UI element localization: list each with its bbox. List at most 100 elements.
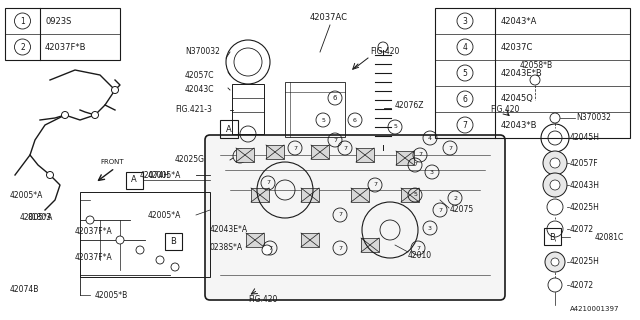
Text: 42037AC: 42037AC (310, 13, 348, 22)
Text: FIG.420: FIG.420 (248, 295, 277, 305)
Text: 42057C: 42057C (185, 70, 214, 79)
Circle shape (86, 216, 94, 224)
Text: 7: 7 (448, 146, 452, 150)
Text: 2: 2 (20, 43, 25, 52)
Bar (435, 8, 630, 138)
Text: FIG.420: FIG.420 (490, 106, 520, 115)
Text: 42037F*A: 42037F*A (75, 253, 113, 262)
Circle shape (47, 172, 54, 179)
Text: N370032: N370032 (185, 47, 220, 57)
Text: 42037F*A: 42037F*A (75, 228, 113, 236)
Text: 5: 5 (321, 117, 325, 123)
Text: 42010: 42010 (408, 251, 432, 260)
Text: 7: 7 (268, 245, 272, 251)
Text: 6: 6 (353, 117, 357, 123)
Bar (232, 84, 264, 134)
Bar (80, 192, 210, 277)
Circle shape (550, 113, 560, 123)
Circle shape (548, 278, 562, 292)
Text: 42074H: 42074H (140, 171, 170, 180)
Text: 7: 7 (266, 180, 270, 186)
Text: 7: 7 (416, 245, 420, 251)
Circle shape (543, 151, 567, 175)
Text: 42005*A: 42005*A (148, 211, 181, 220)
Text: 42043H: 42043H (570, 180, 600, 189)
Circle shape (543, 173, 567, 197)
Circle shape (61, 111, 68, 118)
Circle shape (547, 199, 563, 215)
Bar (266, 145, 284, 159)
Bar (544, 228, 561, 245)
Bar (361, 238, 379, 252)
Text: 7: 7 (418, 153, 422, 157)
Text: A4210001397: A4210001397 (570, 306, 620, 312)
Text: 3: 3 (428, 226, 432, 230)
Text: 7: 7 (333, 138, 337, 142)
Text: 42043E*B: 42043E*B (501, 68, 543, 77)
Text: 6: 6 (333, 95, 337, 101)
Text: 42081C: 42081C (595, 233, 624, 242)
Text: 4: 4 (428, 135, 432, 140)
Text: 7: 7 (413, 163, 417, 167)
Text: 7: 7 (293, 146, 297, 150)
Text: FRONT: FRONT (100, 159, 124, 165)
Circle shape (136, 246, 144, 254)
Text: 42045H: 42045H (570, 133, 600, 142)
Text: 42025H: 42025H (570, 258, 600, 267)
Text: 2: 2 (453, 196, 457, 201)
Text: 5: 5 (413, 193, 417, 197)
Text: 42076Z: 42076Z (395, 100, 424, 109)
Bar (285, 82, 345, 137)
Text: 7: 7 (338, 245, 342, 251)
FancyBboxPatch shape (205, 135, 505, 300)
Text: 42045Q: 42045Q (501, 94, 534, 103)
Bar (220, 120, 238, 138)
Circle shape (171, 263, 179, 271)
Bar (396, 151, 414, 165)
Text: 6: 6 (463, 94, 467, 103)
Text: B: B (549, 233, 555, 242)
Bar (246, 233, 264, 247)
Bar (356, 148, 374, 162)
Text: 7: 7 (438, 207, 442, 212)
Circle shape (92, 111, 99, 118)
Text: 42025H: 42025H (570, 203, 600, 212)
Bar (5, 8, 120, 60)
Circle shape (550, 180, 560, 190)
Circle shape (545, 252, 565, 272)
Text: B: B (170, 236, 176, 245)
Text: 7: 7 (463, 121, 467, 130)
Text: 42075: 42075 (450, 205, 474, 214)
Text: 4: 4 (463, 43, 467, 52)
Text: 42005*B: 42005*B (95, 291, 128, 300)
Text: 42074B: 42074B (10, 285, 40, 294)
Circle shape (111, 86, 118, 93)
Bar (165, 233, 182, 250)
Bar (401, 188, 419, 202)
Text: 7: 7 (343, 146, 347, 150)
Bar (351, 188, 369, 202)
Bar (126, 172, 143, 189)
Text: 3: 3 (430, 170, 434, 174)
Text: 42037F*B: 42037F*B (45, 43, 86, 52)
Bar (301, 188, 319, 202)
Text: 42043C: 42043C (185, 85, 214, 94)
Text: 7: 7 (338, 212, 342, 218)
Text: 42057F: 42057F (570, 158, 598, 167)
Text: N370032: N370032 (576, 114, 611, 123)
Circle shape (551, 258, 559, 266)
Text: 42005*A: 42005*A (148, 171, 181, 180)
Text: 42072: 42072 (570, 281, 594, 290)
Circle shape (262, 245, 272, 255)
Text: 0923S: 0923S (45, 17, 72, 26)
Text: 42005*A: 42005*A (20, 213, 53, 222)
Text: 42043*A: 42043*A (501, 17, 538, 26)
Text: A: A (226, 124, 232, 133)
Text: 42005*A: 42005*A (10, 190, 44, 199)
Text: FIG.421-3: FIG.421-3 (175, 106, 212, 115)
Text: 3: 3 (463, 17, 467, 26)
Circle shape (550, 158, 560, 168)
Circle shape (530, 75, 540, 85)
Bar (301, 233, 319, 247)
Text: 42037C: 42037C (501, 43, 533, 52)
